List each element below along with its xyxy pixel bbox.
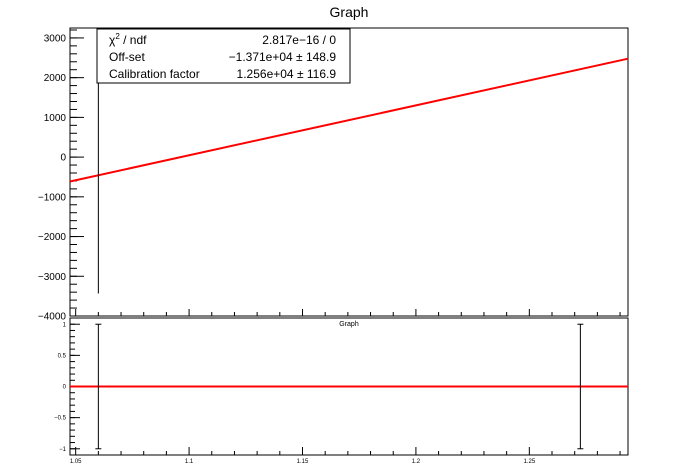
main-x-axis <box>75 309 621 316</box>
y-tick-label: −1 <box>59 447 67 453</box>
y-tick-label: −0.5 <box>54 416 67 422</box>
error-bar-point <box>577 323 584 450</box>
main-plot-frame <box>69 27 629 317</box>
residual-x-axis: 1.05 1.1 1.15 1.2 1.25 <box>70 447 621 465</box>
x-tick-label: 1.05 <box>70 459 82 465</box>
y-tick-label: −2000 <box>38 232 67 243</box>
main-series-layer <box>69 57 629 183</box>
fit-stats-box: χ2 / ndf 2.817e−16 / 0 Off-set −1.371e+0… <box>96 28 351 84</box>
x-tick-label: 1.15 <box>297 459 309 465</box>
residual-chart-title: Graph <box>339 321 359 328</box>
y-tick-label: 3000 <box>44 33 67 44</box>
fit-stats-frame <box>96 28 351 84</box>
main-y-axis: −4000 −3000 −2000 −1000 0 1000 2000 3000 <box>38 29 84 323</box>
y-tick-label: 2000 <box>44 73 67 84</box>
fit-row-offset-value: −1.371e+04 ± 148.9 <box>229 50 337 64</box>
y-tick-label: 0 <box>60 153 66 164</box>
y-tick-label: −3000 <box>38 272 67 283</box>
y-tick-label: −1000 <box>38 192 67 203</box>
y-tick-label: 0 <box>63 385 67 391</box>
y-tick-label: 0.5 <box>58 353 67 359</box>
y-tick-label: 1000 <box>44 113 67 124</box>
y-tick-label: 1 <box>63 322 67 328</box>
fit-row-calibration-label: Calibration factor <box>109 67 200 81</box>
fit-row-calibration-value: 1.256e+04 ± 116.9 <box>237 67 337 81</box>
fit-row-chi2-label: χ2 / ndf <box>109 32 147 47</box>
main-chart-title: Graph <box>330 4 369 20</box>
fit-row-chi2-value: 2.817e−16 / 0 <box>262 33 336 47</box>
x-tick-label: 1.1 <box>185 459 194 465</box>
error-bar-point <box>95 323 102 450</box>
y-tick-label: −4000 <box>38 312 67 323</box>
residual-points-layer <box>95 323 584 450</box>
x-tick-label: 1.2 <box>412 459 421 465</box>
series-line <box>69 57 629 183</box>
x-tick-label: 1.25 <box>523 459 535 465</box>
fit-row-offset-label: Off-set <box>109 50 145 64</box>
